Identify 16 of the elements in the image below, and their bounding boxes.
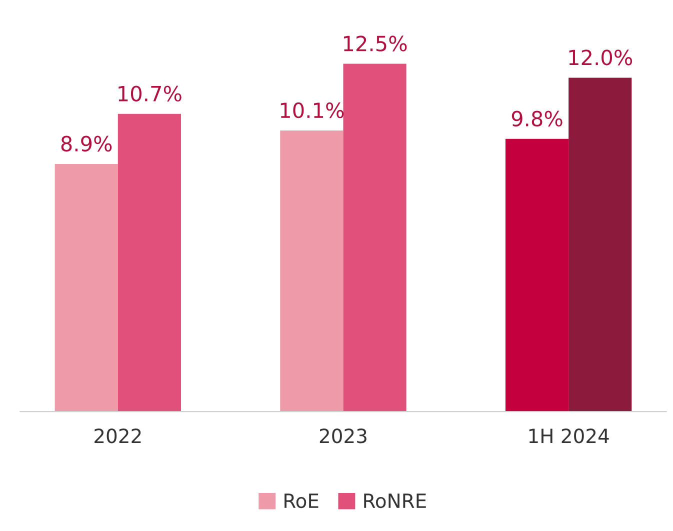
bar (54, 164, 118, 412)
bar (568, 78, 632, 412)
legend-label: RoE (284, 494, 318, 508)
data-label: 9.8% (512, 110, 562, 127)
bar (343, 64, 406, 412)
x-tick-label: 1H 2024 (529, 428, 609, 444)
data-label: 12.5% (344, 36, 407, 52)
bar (118, 114, 181, 412)
bar (505, 138, 569, 412)
x-tick-label: 2022 (94, 428, 141, 444)
legend-label: RoNRE (364, 494, 426, 508)
data-label: 12.0% (569, 50, 632, 66)
x-tick-label: 2023 (320, 428, 366, 444)
bar (280, 130, 344, 412)
data-label: 10.7% (118, 86, 182, 102)
data-label: 8.9% (61, 136, 112, 152)
